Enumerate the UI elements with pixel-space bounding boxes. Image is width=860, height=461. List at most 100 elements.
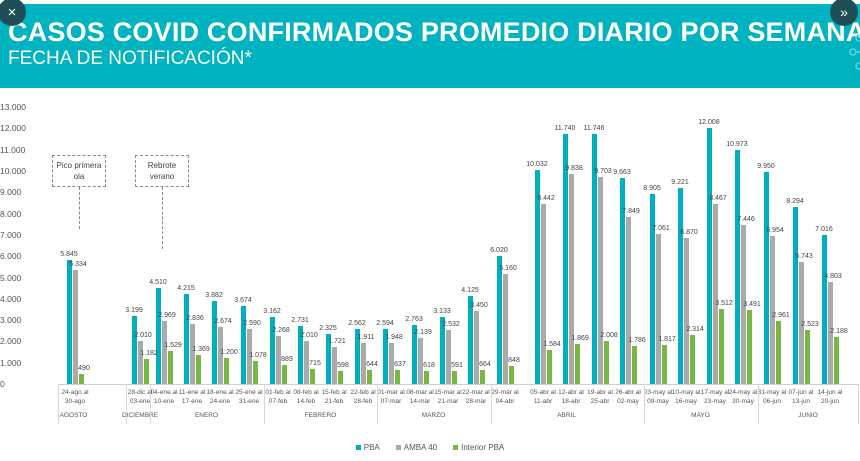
month-separator bbox=[264, 384, 265, 424]
month-separator bbox=[377, 384, 378, 424]
bar-pba bbox=[591, 133, 597, 384]
y-axis-tick: 5.000 bbox=[0, 272, 22, 283]
value-label: 598 bbox=[337, 362, 349, 370]
value-label: 1.584 bbox=[543, 341, 561, 349]
y-axis-tick: 8.000 bbox=[0, 208, 22, 219]
value-label: 5.845 bbox=[60, 250, 78, 258]
bar-pba bbox=[131, 315, 137, 384]
y-axis-tick: 11.000 bbox=[0, 144, 26, 155]
value-label: 1.078 bbox=[249, 352, 267, 360]
legend-item: PBA bbox=[355, 443, 380, 452]
bar-interior-pba bbox=[775, 320, 781, 384]
value-label: 889 bbox=[281, 356, 293, 364]
close-button[interactable]: × bbox=[0, 0, 26, 26]
value-label: 2.268 bbox=[272, 326, 290, 334]
value-label: 7.849 bbox=[622, 207, 640, 215]
bar-pba bbox=[269, 316, 275, 384]
y-axis-tick: 7.000 bbox=[0, 229, 22, 240]
value-label: 10.032 bbox=[526, 161, 548, 169]
value-label: 1.948 bbox=[385, 333, 403, 341]
bar-pba bbox=[706, 128, 712, 384]
y-axis-tick: 2.000 bbox=[0, 336, 22, 347]
bar-interior-pba bbox=[603, 341, 609, 384]
value-label: 6.020 bbox=[490, 246, 508, 254]
bar-interior-pba bbox=[804, 330, 810, 384]
x-axis-label: 18-ene al 24-ene bbox=[206, 389, 234, 405]
bar-pba bbox=[240, 305, 246, 384]
value-label: 9.663 bbox=[613, 169, 631, 177]
bar-amba-40 bbox=[417, 338, 423, 384]
value-label: 6.870 bbox=[680, 228, 698, 236]
value-label: 2.969 bbox=[158, 311, 176, 319]
month-label: MARZO bbox=[421, 412, 446, 419]
legend-item: AMBA 40 bbox=[395, 443, 437, 452]
value-label: 4.125 bbox=[461, 287, 479, 295]
bar-amba-40 bbox=[388, 342, 394, 384]
bar-amba-40 bbox=[502, 274, 508, 384]
value-label: 2.532 bbox=[442, 321, 460, 329]
value-label: 9.703 bbox=[594, 168, 612, 176]
x-axis-label: 15-mar al 21-mar bbox=[434, 389, 462, 405]
y-axis-tick: 6.000 bbox=[0, 251, 22, 262]
next-button[interactable]: » bbox=[830, 0, 858, 26]
month-label: JUNIO bbox=[798, 412, 818, 419]
x-axis-label: 17-may al 23-may bbox=[700, 389, 730, 405]
value-label: 664 bbox=[479, 360, 491, 368]
month-label: MAYO bbox=[691, 412, 710, 419]
bar-interior-pba bbox=[281, 365, 287, 384]
bar-pba bbox=[792, 207, 798, 384]
bar-pba bbox=[649, 194, 655, 384]
bar-interior-pba bbox=[423, 370, 429, 384]
bar-pba bbox=[467, 296, 473, 384]
value-label: 6.954 bbox=[766, 226, 784, 234]
x-axis-label: 04-ene al 10-ene bbox=[150, 389, 178, 405]
bar-amba-40 bbox=[769, 235, 775, 384]
bar-amba-40 bbox=[473, 310, 479, 384]
value-label: 9.950 bbox=[757, 163, 775, 171]
x-axis-label: 08-feb al 14-feb bbox=[293, 389, 319, 405]
value-label: 1.817 bbox=[658, 336, 676, 344]
bar-amba-40 bbox=[597, 177, 603, 384]
value-label: 2.010 bbox=[134, 332, 152, 340]
value-label: 618 bbox=[423, 361, 435, 369]
value-label: 12.008 bbox=[698, 119, 720, 127]
annotation-text: Pico primera bbox=[56, 161, 102, 170]
value-label: 1.529 bbox=[164, 342, 182, 350]
value-label: 3.882 bbox=[205, 292, 223, 300]
month-separator bbox=[644, 384, 645, 424]
value-label: 2.590 bbox=[243, 319, 261, 327]
y-axis-tick: 9.000 bbox=[0, 187, 22, 198]
bar-interior-pba bbox=[167, 351, 173, 384]
bar-interior-pba bbox=[661, 345, 667, 384]
bar-pba bbox=[763, 172, 769, 384]
bar-pba bbox=[183, 294, 189, 384]
bar-interior-pba bbox=[223, 358, 229, 384]
bar-interior-pba bbox=[508, 365, 514, 384]
value-label: 2.325 bbox=[319, 325, 337, 333]
month-label: ENERO bbox=[194, 412, 219, 419]
bar-pba bbox=[534, 170, 540, 384]
x-axis-label: 08-mar al 14-mar bbox=[406, 389, 434, 405]
bar-pba bbox=[155, 287, 161, 384]
month-separator bbox=[491, 384, 492, 424]
value-label: 2.008 bbox=[600, 332, 618, 340]
bar-interior-pba bbox=[394, 370, 400, 384]
legend-swatch-icon bbox=[395, 445, 401, 450]
x-axis-label: 01-feb al 07-feb bbox=[265, 389, 291, 405]
bar-interior-pba bbox=[143, 358, 149, 384]
bar-pba bbox=[562, 133, 568, 384]
bar-pba bbox=[677, 187, 683, 384]
x-axis-label: 05-abr al 11-abr bbox=[530, 389, 556, 405]
bar-amba-40 bbox=[712, 203, 718, 384]
bar-amba-40 bbox=[540, 204, 546, 384]
value-label: 1.911 bbox=[357, 334, 375, 342]
y-axis-tick: 12.000 bbox=[0, 123, 26, 134]
x-axis-label: 11-ene al 17-ene bbox=[178, 389, 206, 405]
x-axis-label: 26-abr al 02-may bbox=[615, 389, 641, 405]
value-label: 2.836 bbox=[186, 314, 204, 322]
value-label: 490 bbox=[78, 364, 90, 372]
y-axis-tick: 3.000 bbox=[0, 315, 22, 326]
value-label: 848 bbox=[508, 356, 520, 364]
annotation-text: ola bbox=[73, 172, 85, 181]
month-label: ABRIL bbox=[557, 412, 576, 419]
